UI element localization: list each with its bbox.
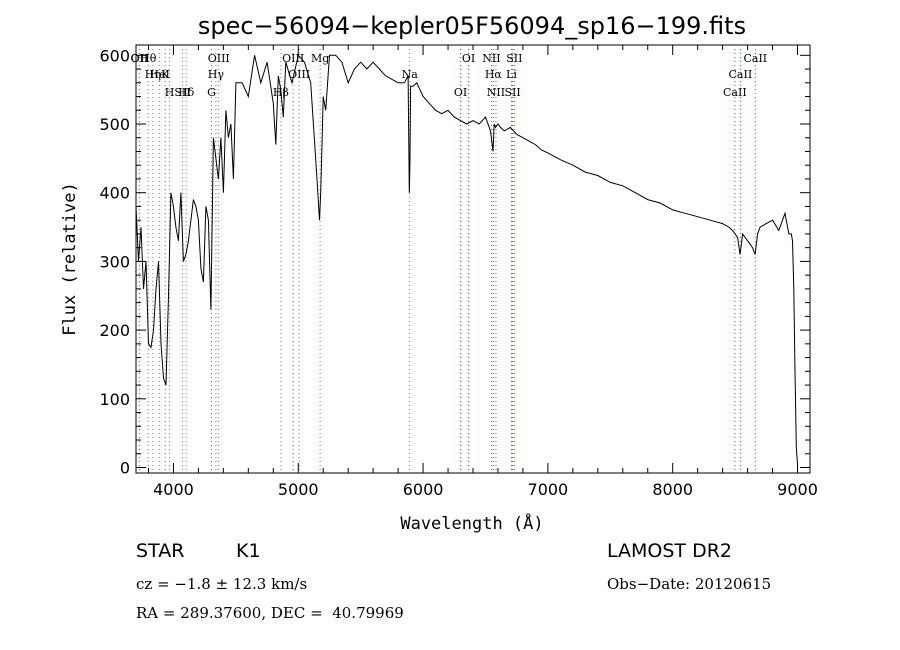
y-tick-label: 600 — [99, 46, 130, 65]
line-label: OI — [462, 52, 475, 65]
line-label: OI — [454, 86, 467, 99]
line-label: NII — [482, 52, 500, 65]
sky-coordinates: RA = 289.37600, DEC = 40.79969 — [136, 604, 404, 622]
x-tick-label: 7000 — [528, 480, 569, 499]
line-label: G — [207, 86, 216, 99]
survey-name: LAMOST DR2 — [607, 540, 732, 562]
x-axis: 4000 5000 6000 7000 8000 9000 — [147, 45, 818, 499]
redshift-cz: cz = −1.8 ± 12.3 km/s — [136, 575, 308, 593]
line-label: Hγ — [208, 68, 225, 81]
line-label: Na — [402, 68, 419, 81]
emission-line-labels: HθKHδOIIHeISIIOIIHηHOIIIHγGOIIIOIIIHβMgN… — [131, 52, 768, 99]
line-label: Hδ — [178, 86, 195, 99]
x-tick-label: 9000 — [777, 480, 818, 499]
y-axis: 0 100 200 300 400 500 600 — [99, 46, 810, 478]
observation-date: Obs−Date: 20120615 — [607, 575, 772, 593]
y-tick-label: 500 — [99, 115, 130, 134]
line-label: NII — [487, 86, 505, 99]
chart-title: spec−56094−kepler05F56094_sp16−199.fits — [198, 12, 746, 40]
x-tick-label: 8000 — [652, 480, 693, 499]
line-label: CaII — [729, 68, 753, 81]
line-label: OII — [131, 52, 149, 65]
y-tick-label: 300 — [99, 252, 130, 271]
x-tick-label: 4000 — [153, 480, 194, 499]
spectrum-series-line — [135, 54, 798, 465]
line-label: Mg — [311, 52, 329, 65]
object-class: STAR — [136, 540, 185, 562]
x-tick-label: 5000 — [278, 480, 319, 499]
y-tick-label: 0 — [120, 459, 130, 478]
y-axis-label: Flux (relative) — [60, 182, 80, 336]
plot-frame — [135, 44, 811, 474]
line-label: CaII — [743, 52, 767, 65]
line-label: Hη — [145, 68, 161, 81]
y-tick-label: 200 — [99, 321, 130, 340]
x-tick-label: 6000 — [403, 480, 444, 499]
line-label: K — [161, 68, 170, 81]
line-label: SII — [506, 52, 522, 65]
line-label: H — [165, 86, 175, 99]
x-axis-label: Wavelength (Å) — [400, 512, 543, 534]
line-label: SII — [174, 86, 190, 99]
emission-line-markers — [138, 45, 756, 473]
line-label: Hα — [485, 68, 503, 81]
line-label: HeI — [149, 68, 169, 81]
line-label: Li — [506, 68, 517, 81]
y-tick-label: 400 — [99, 184, 130, 203]
line-label: OIII — [208, 52, 230, 65]
line-label: SII — [504, 86, 520, 99]
y-tick-label: 100 — [99, 390, 130, 409]
line-label: CaII — [723, 86, 747, 99]
object-subclass: K1 — [236, 540, 261, 562]
